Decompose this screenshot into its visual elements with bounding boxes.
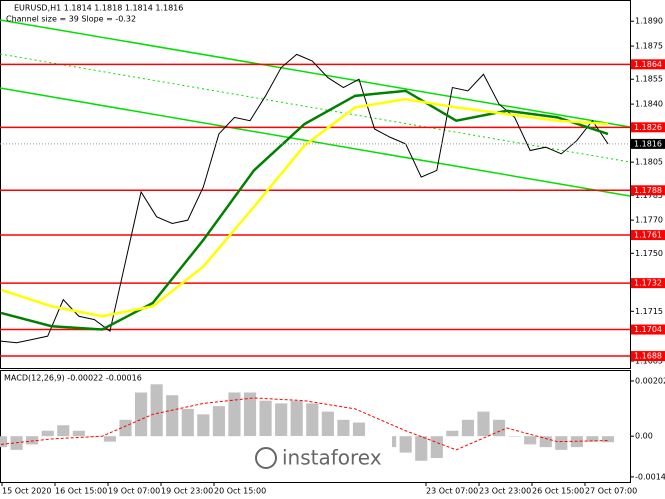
macd-bar: [57, 425, 70, 437]
macd-bar: [259, 400, 272, 437]
macd-bar: [492, 419, 506, 437]
y-tick-label: 1.1855: [635, 75, 663, 84]
series-line: [0, 89, 609, 331]
level-label-bg: [631, 59, 665, 70]
level-label: 1.1761: [634, 231, 662, 240]
level-label-bg: [631, 230, 665, 241]
macd-bar: [228, 392, 241, 437]
series-line: [0, 97, 609, 318]
price-frame: [0, 0, 631, 369]
level-label-bg: [631, 324, 665, 335]
x-tick-label: 26 Oct 15:00: [532, 487, 584, 496]
x-tick-label: 27 Oct 07:00: [585, 487, 637, 496]
chart-subtitle: Channel size = 39 Slope = -0.32: [6, 15, 136, 24]
level-label: 1.1826: [634, 123, 662, 132]
macd-bar: [0, 436, 8, 448]
y-tick-label: 1.1750: [635, 249, 663, 258]
macd-bar: [430, 436, 443, 459]
macd-bar: [321, 411, 334, 437]
macd-bar: [197, 414, 210, 437]
x-tick-label: 20 Oct 15:00: [214, 487, 266, 496]
chart-title: EURUSD,H1 1.1814 1.1818 1.1814 1.1816: [14, 4, 183, 13]
macd-bar: [290, 400, 303, 437]
y-tick-label: 1.1890: [635, 17, 663, 26]
channel-middle: [0, 53, 631, 163]
macd-bar: [415, 436, 428, 461]
series-line: [0, 397, 609, 451]
x-tick-label: 19 Oct 07:00: [108, 487, 160, 496]
x-tick-label: 15 Oct 2020: [2, 487, 51, 496]
macd-bar: [150, 384, 163, 437]
y-tick-label: 0.00202: [635, 377, 665, 386]
macd-bar: [446, 430, 459, 437]
level-label-bg: [631, 351, 665, 362]
y-tick-label: 1.1875: [635, 42, 663, 51]
x-tick-label: 23 Oct 07:00: [426, 487, 478, 496]
macd-bar: [352, 422, 366, 437]
macd-bar: [508, 436, 521, 437]
macd-bar: [135, 392, 148, 437]
x-tick-label: 19 Oct 23:00: [161, 487, 213, 496]
channel-top: [0, 19, 631, 128]
watermark: instaforex: [282, 446, 382, 470]
macd-bar: [166, 395, 179, 437]
macd-bar: [72, 430, 85, 437]
current-price-label: 1.1816: [634, 139, 662, 148]
y-tick-label: -0.00149: [635, 472, 665, 481]
y-tick-label: 1.1840: [635, 100, 663, 109]
watermark-logo: [255, 447, 277, 469]
x-tick-label: 23 Oct 23:00: [479, 487, 531, 496]
macd-title: MACD(12,26,9) -0.00022 -0.00016: [4, 374, 142, 383]
level-label-bg: [631, 185, 665, 196]
macd-bar: [601, 436, 615, 443]
macd-bar: [477, 411, 490, 437]
level-label: 1.1788: [634, 186, 662, 195]
macd-bar: [306, 403, 319, 437]
channel-bottom: [0, 87, 631, 197]
macd-bar: [243, 392, 257, 437]
level-label-bg: [631, 278, 665, 289]
macd-frame: [0, 370, 631, 483]
macd-bar: [275, 403, 288, 437]
level-label-bg: [631, 122, 665, 133]
y-tick-label: 0.00: [635, 432, 653, 441]
level-label: 1.1732: [634, 279, 662, 288]
y-tick-label: 1.1715: [635, 307, 663, 316]
macd-bar: [26, 436, 39, 445]
macd-bar: [555, 436, 568, 450]
y-tick-label: 1.1805: [635, 158, 663, 167]
macd-bar: [586, 436, 599, 442]
y-tick-label: 1.1770: [635, 216, 663, 225]
macd-bar: [399, 436, 412, 453]
macd-bar: [119, 419, 132, 437]
level-label: 1.1688: [634, 352, 662, 361]
macd-bar: [524, 436, 537, 445]
macd-bar: [212, 406, 225, 437]
x-tick-label: 16 Oct 15:00: [55, 487, 107, 496]
series-line: [0, 53, 609, 344]
macd-bar: [41, 430, 54, 437]
macd-bar: [461, 419, 474, 437]
watermark-box: instaforex: [242, 436, 392, 482]
level-label: 1.1864: [634, 60, 662, 69]
macd-bar: [103, 436, 117, 442]
macd-bar: [181, 408, 194, 437]
macd-bar: [88, 436, 101, 437]
current-price-bg: [631, 138, 665, 149]
macd-bar: [337, 419, 350, 437]
watermark-bg: [242, 436, 392, 482]
macd-bar: [539, 436, 552, 448]
level-label: 1.1704: [634, 325, 662, 334]
